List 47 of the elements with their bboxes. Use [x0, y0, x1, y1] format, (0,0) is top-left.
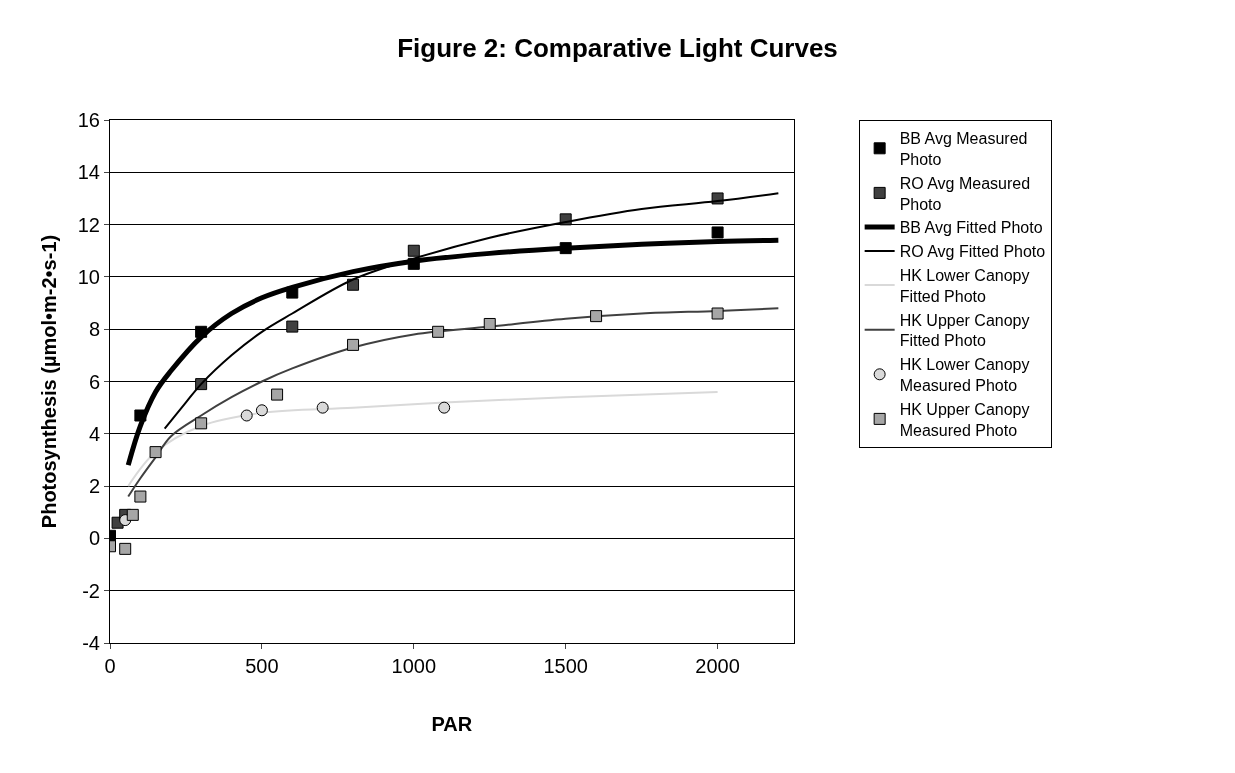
legend-label: HK Upper Canopy Measured Photo — [899, 400, 1030, 439]
legend-label: HK Upper Canopy Fitted Photo — [899, 311, 1030, 350]
point — [240, 409, 253, 422]
point — [590, 310, 603, 323]
point — [711, 226, 724, 239]
point — [407, 244, 420, 257]
point — [347, 338, 360, 351]
x-tick-label: 2000 — [695, 655, 740, 677]
point — [119, 542, 132, 555]
y-tick-label: 4 — [88, 422, 100, 445]
chart-title: Figure 2: Comparative Light Curves — [397, 32, 838, 63]
y-axis-title: Photosynthesis (µmol•m-2•s-1) — [38, 234, 61, 529]
point — [126, 508, 139, 521]
y-tick-label: 10 — [77, 265, 100, 288]
point — [286, 320, 299, 333]
point — [316, 401, 329, 414]
y-tick-label: 14 — [77, 161, 100, 184]
legend-label: RO Avg Measured Photo — [899, 174, 1031, 213]
point — [483, 317, 496, 330]
point — [438, 401, 451, 414]
x-tick-label: 1000 — [391, 655, 437, 677]
y-tick-label: -2 — [82, 579, 100, 602]
y-tick-label: 8 — [88, 318, 100, 341]
x-tick-label: 1500 — [543, 655, 588, 677]
y-tick-label: -4 — [82, 632, 100, 654]
legend-label: BB Avg Fitted Photo — [899, 219, 1043, 237]
legend-label: HK Lower Canopy Measured Photo — [899, 356, 1030, 394]
x-tick-label: 500 — [245, 655, 279, 677]
point — [432, 325, 445, 338]
point — [195, 417, 208, 430]
legend-label: HK Lower Canopy Fitted Photo — [899, 266, 1030, 305]
y-tick-label: 12 — [77, 213, 100, 236]
x-axis-title: PAR — [431, 712, 473, 735]
line-series — [127, 390, 719, 488]
point — [711, 307, 724, 320]
point — [255, 404, 268, 417]
point — [134, 490, 147, 503]
legend-label: BB Avg Measured Photo — [899, 130, 1028, 168]
x-tick-label: 0 — [104, 655, 116, 677]
legend-label: RO Avg Fitted Photo — [899, 243, 1046, 261]
y-tick-label: 2 — [88, 475, 100, 498]
line-series — [127, 307, 780, 498]
y-tick-label: 6 — [88, 370, 100, 393]
point — [271, 388, 284, 401]
point — [149, 446, 162, 459]
y-tick-label: 16 — [77, 109, 100, 131]
y-tick-label: 0 — [88, 527, 100, 550]
